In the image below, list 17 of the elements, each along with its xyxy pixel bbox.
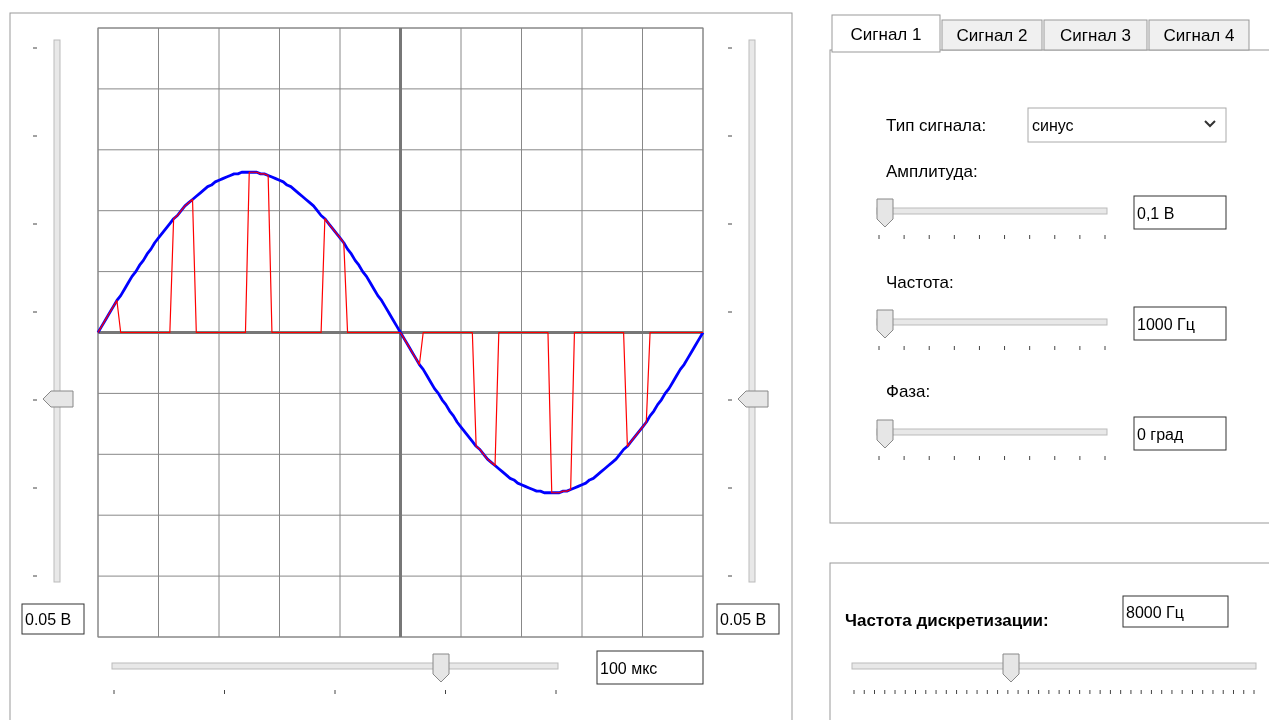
text: 100 мкс	[600, 659, 658, 677]
text: 0.05 В	[25, 611, 72, 628]
text: Тип сигнала:	[886, 116, 987, 135]
text: 0.05 В	[720, 611, 767, 628]
text: 0,1 В	[1137, 204, 1175, 222]
text: 0 град	[1137, 425, 1184, 443]
text: Частота дискретизации:	[845, 611, 1049, 630]
text: Сигнал 4	[1163, 26, 1235, 45]
text: 8000 Гц	[1126, 603, 1184, 621]
text: Частота:	[886, 273, 954, 292]
text: Амплитуда:	[886, 162, 978, 181]
text: Фаза:	[886, 382, 931, 401]
text: Сигнал 3	[1060, 26, 1131, 45]
text: Сигнал 1	[850, 24, 922, 44]
text: 1000 Гц	[1137, 315, 1195, 333]
text: синус	[1032, 117, 1074, 134]
text: Сигнал 2	[956, 26, 1028, 45]
